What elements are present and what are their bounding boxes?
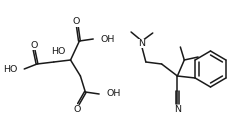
Text: N: N bbox=[138, 38, 146, 47]
Text: O: O bbox=[73, 17, 80, 27]
Text: N: N bbox=[174, 105, 181, 113]
Text: O: O bbox=[30, 41, 38, 49]
Text: O: O bbox=[74, 105, 81, 113]
Text: HO: HO bbox=[3, 64, 17, 74]
Text: OH: OH bbox=[100, 34, 114, 44]
Text: HO: HO bbox=[51, 46, 66, 56]
Text: OH: OH bbox=[106, 90, 120, 98]
